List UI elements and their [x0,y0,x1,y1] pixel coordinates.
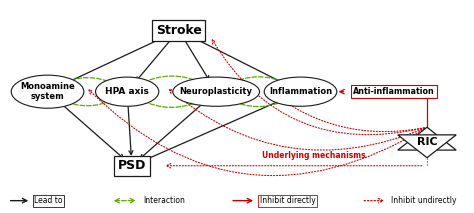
Text: Anti-inflammation: Anti-inflammation [353,87,435,96]
Text: Stroke: Stroke [156,24,201,37]
Text: PSD: PSD [118,159,146,172]
Ellipse shape [11,75,84,108]
Text: Lead to: Lead to [35,196,63,205]
Polygon shape [398,135,456,158]
Text: Underlying mechanisms: Underlying mechanisms [262,151,365,160]
Ellipse shape [96,77,159,106]
Text: Interaction: Interaction [144,196,185,205]
Ellipse shape [264,77,337,106]
Polygon shape [398,127,456,150]
Text: RIC: RIC [417,137,438,147]
Text: Inhibit directly: Inhibit directly [260,196,316,205]
Text: Monoamine
system: Monoamine system [20,82,75,101]
Ellipse shape [173,77,260,106]
Text: Inhibit undirectly: Inhibit undirectly [391,196,456,205]
Text: Inflammation: Inflammation [269,87,332,96]
Text: Neuroplasticity: Neuroplasticity [180,87,253,96]
Text: HPA axis: HPA axis [105,87,149,96]
